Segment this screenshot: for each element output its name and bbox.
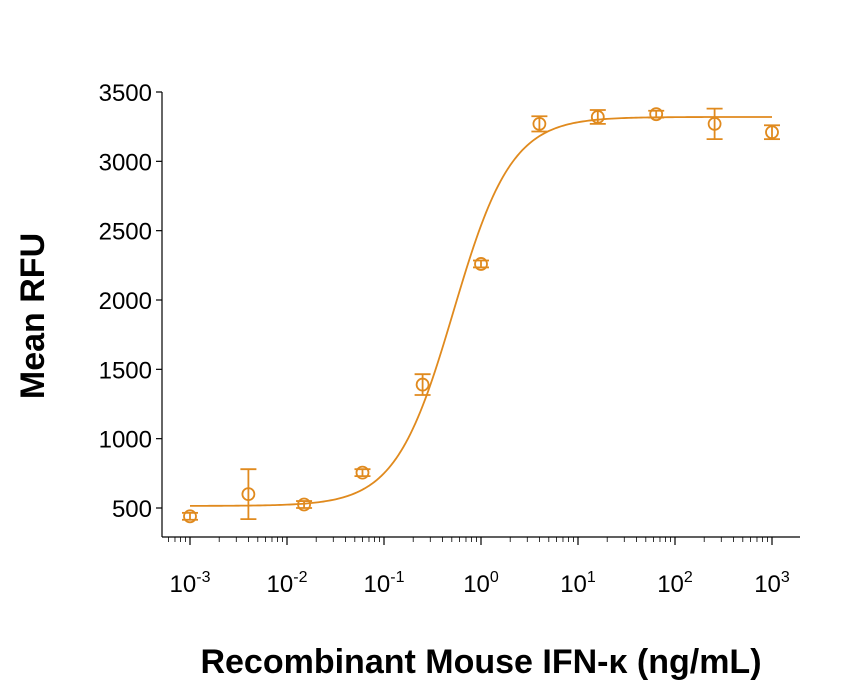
data-point — [531, 115, 548, 133]
data-point — [706, 107, 723, 141]
y-tick-label: 2500 — [99, 219, 152, 246]
data-point — [764, 124, 780, 141]
y-tick-label: 2000 — [99, 288, 152, 315]
fit-curve-layer — [189, 116, 772, 507]
point-marker — [649, 107, 664, 122]
x-tick-label: 101 — [560, 569, 596, 598]
x-tick-label: 10-1 — [364, 569, 405, 598]
x-tick-label: 100 — [463, 569, 499, 598]
point-marker — [241, 487, 256, 502]
x-axis-title: Recombinant Mouse IFN-κ (ng/mL) — [200, 643, 761, 681]
y-tick-label: 1000 — [99, 427, 152, 454]
y-tick-label: 1500 — [99, 357, 152, 384]
data-point — [414, 373, 431, 396]
point-marker — [183, 509, 197, 524]
point-marker — [415, 377, 430, 392]
y-tick-label: 500 — [112, 496, 152, 523]
data-points-layer — [182, 107, 780, 524]
data-point — [354, 465, 371, 480]
x-tick-label: 10-3 — [170, 569, 211, 598]
x-tick-label: 103 — [754, 569, 790, 598]
point-marker — [297, 497, 311, 512]
point-marker — [765, 125, 779, 140]
point-marker — [532, 116, 547, 131]
data-point — [589, 109, 606, 125]
y-axis-title: Mean RFU — [14, 233, 52, 399]
data-point — [648, 107, 665, 122]
data-point — [473, 257, 489, 271]
x-tick-label: 10-2 — [267, 569, 308, 598]
y-tick-label: 3500 — [99, 80, 152, 107]
point-marker — [474, 257, 488, 271]
point-marker — [355, 465, 370, 480]
fit-curve — [189, 116, 772, 507]
point-marker — [707, 116, 722, 131]
axes: 500 1000 1500 2000 2500 3000 3500 10-3 10-2 10-1 1… — [99, 80, 800, 598]
y-tick-label: 3000 — [99, 149, 152, 176]
point-marker — [590, 110, 605, 124]
data-point — [182, 509, 198, 524]
x-tick-label: 102 — [657, 569, 693, 598]
data-point — [296, 497, 313, 512]
data-point — [240, 468, 257, 520]
